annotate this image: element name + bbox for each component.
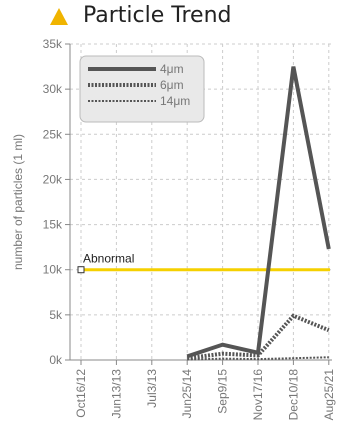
y-tick-label: 0k: [49, 353, 63, 367]
x-tick-label: Dec10/18: [286, 369, 300, 421]
legend-label: 14μm: [160, 94, 190, 108]
y-tick-label: 10k: [43, 263, 63, 277]
x-tick-label: Aug25/21: [322, 369, 336, 421]
y-tick-label: 35k: [43, 37, 63, 51]
x-tick-label: Oct16/12: [74, 369, 88, 418]
x-tick-label: Jun25/14: [180, 369, 194, 419]
legend-label: 4μm: [160, 62, 184, 76]
warning-triangle-icon: [50, 8, 68, 25]
series-line-dashed: [187, 356, 329, 361]
page-title: Particle Trend: [83, 3, 232, 28]
y-tick-label: 20k: [43, 172, 63, 186]
x-tick-label: Jul3/13: [145, 369, 159, 408]
y-tick-label: 30k: [43, 82, 63, 96]
x-tick-label: Sep9/15: [216, 369, 230, 414]
threshold-marker: [77, 266, 85, 274]
series-line-solid: [186, 66, 331, 359]
y-tick-label: 15k: [43, 218, 63, 232]
y-axis-title: number of particles (1 ml): [11, 134, 25, 270]
legend-box: [79, 55, 205, 123]
x-tick-label: Nov17/16: [251, 369, 265, 421]
header: Particle Trend: [0, 0, 340, 34]
y-tick-label: 5k: [49, 308, 63, 322]
threshold-label: Abnormal: [83, 252, 134, 266]
x-tick-label: Jun13/13: [109, 369, 123, 419]
y-tick-label: 25k: [43, 127, 63, 141]
series-line-dotted: [186, 313, 330, 361]
legend-label: 6μm: [160, 78, 184, 92]
